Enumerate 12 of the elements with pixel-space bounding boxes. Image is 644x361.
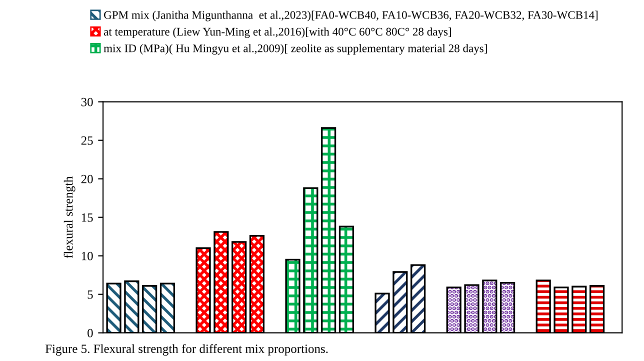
caption: Figure 5. Flexural strength for different mix proportions.	[45, 344, 328, 356]
y-tick-label: 25	[81, 136, 93, 145]
y-tick-label: 30	[81, 98, 93, 106]
y-tick-label: 10	[82, 252, 93, 260]
y-tick-label: 0	[88, 328, 93, 338]
legend-label: GPM mix (Janitha Migunthanna et al.,2023)[FA0-WCB40, FA10-WCB36, FA20-WCB32, FA30-WCB14]	[104, 10, 598, 22]
y-tick-label: 15	[82, 213, 93, 222]
legend-label: mix ID (MPa)( Hu Mingyu et al.,2009)[ zeolite as supplementary material 28 days]	[104, 44, 487, 55]
y-axis-title: flexural strength	[64, 176, 76, 258]
y-tick-label: 5	[88, 290, 93, 299]
legend-label: at temperature (Liew Yun-Ming et al.,2016)[with 40°C 60°C 80C° 28 days]	[104, 27, 451, 38]
y-tick-label: 20	[81, 174, 93, 184]
